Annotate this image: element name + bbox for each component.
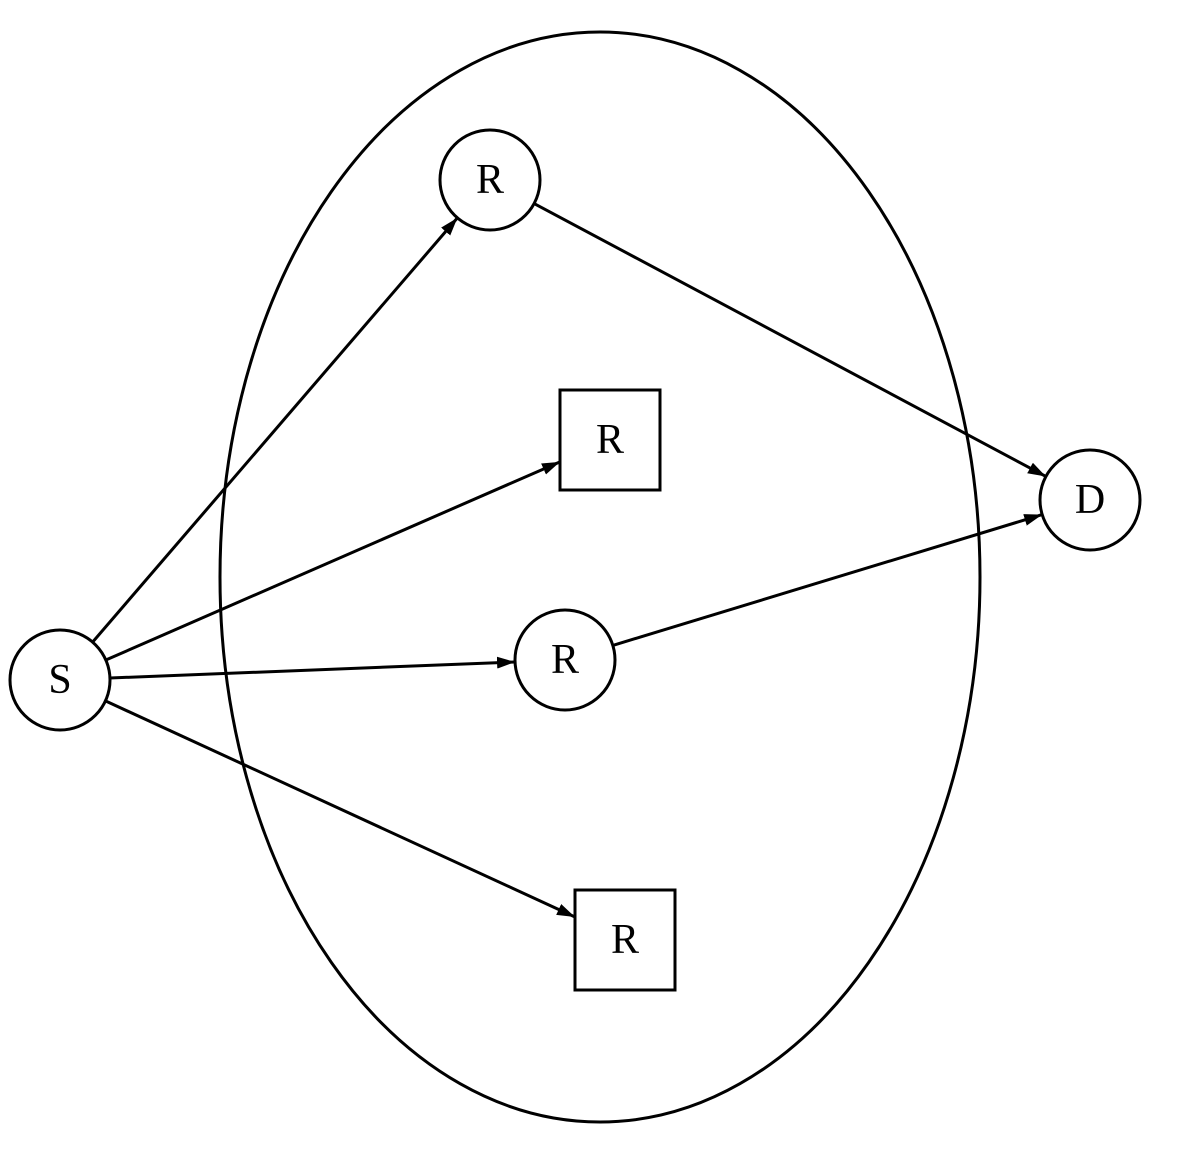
node-label-R3: R [551,637,579,683]
edge-S-R3 [110,662,515,678]
node-label-D: D [1075,477,1105,523]
node-R2: R [560,390,660,490]
network-diagram: S R R R R D [0,0,1197,1154]
node-label-R2: R [596,417,624,463]
edge-S-R1 [93,218,458,642]
node-label-S: S [48,657,71,703]
node-R4: R [575,890,675,990]
node-R1: R [440,130,540,230]
node-label-R1: R [476,157,504,203]
node-S: S [10,630,110,730]
node-D: D [1040,450,1140,550]
edge-S-R2 [106,462,560,660]
edge-S-R4 [105,701,575,917]
node-label-R4: R [611,917,639,963]
edges-group [93,204,1046,917]
nodes-group: S R R R R D [10,130,1140,990]
node-R3: R [515,610,615,710]
